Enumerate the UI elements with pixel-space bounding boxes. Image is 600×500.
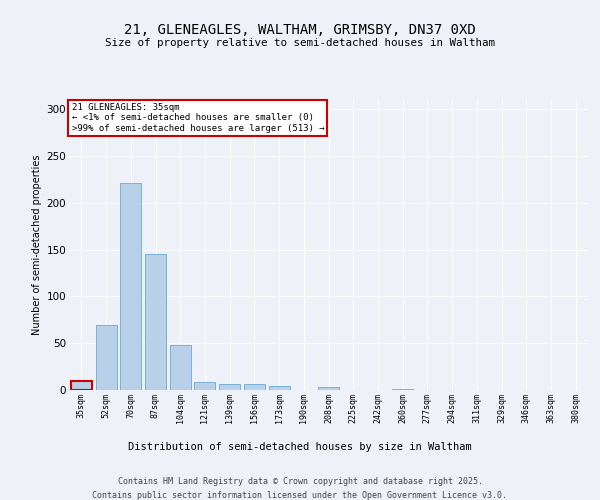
Bar (95, 324, 116, 390)
Bar (170, 345, 191, 390)
Bar (71, 380, 92, 390)
Text: Contains public sector information licensed under the Open Government Licence v3: Contains public sector information licen… (92, 491, 508, 500)
Bar (318, 387, 339, 390)
Bar (392, 389, 413, 390)
Text: Distribution of semi-detached houses by size in Waltham: Distribution of semi-detached houses by … (128, 442, 472, 452)
Text: Contains HM Land Registry data © Crown copyright and database right 2025.: Contains HM Land Registry data © Crown c… (118, 478, 482, 486)
Bar (269, 386, 290, 390)
Bar (219, 384, 240, 390)
Text: 21 GLENEAGLES: 35sqm
← <1% of semi-detached houses are smaller (0)
>99% of semi-: 21 GLENEAGLES: 35sqm ← <1% of semi-detac… (71, 103, 324, 132)
Bar (244, 384, 265, 390)
Text: Size of property relative to semi-detached houses in Waltham: Size of property relative to semi-detach… (105, 38, 495, 48)
Text: 21, GLENEAGLES, WALTHAM, GRIMSBY, DN37 0XD: 21, GLENEAGLES, WALTHAM, GRIMSBY, DN37 0… (124, 22, 476, 36)
Y-axis label: Number of semi-detached properties: Number of semi-detached properties (32, 155, 43, 336)
Bar (194, 382, 215, 390)
Bar (120, 184, 141, 390)
Bar (145, 254, 166, 390)
